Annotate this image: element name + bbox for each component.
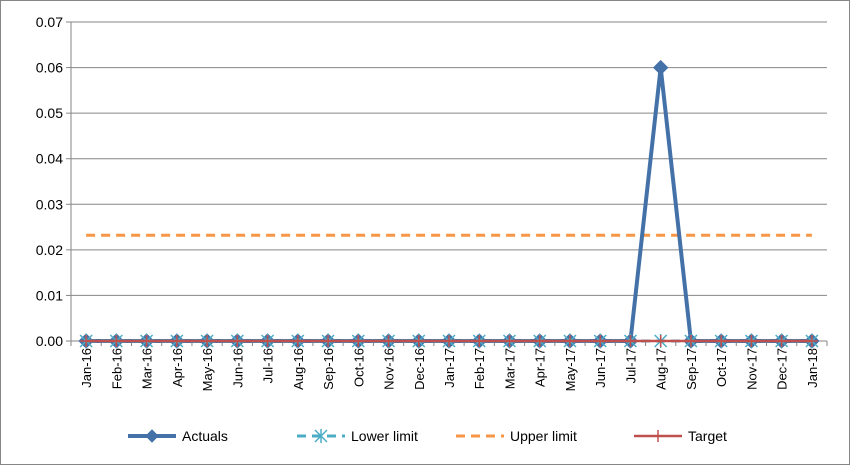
data-point [145,429,159,443]
x-tick-label: Jan-17 [442,348,457,388]
data-point [231,335,244,347]
x-tick-label: Mar-17 [502,348,517,389]
data-point [775,335,788,347]
data-point [594,335,607,347]
data-point [652,59,669,76]
y-tick-label: 0.07 [36,14,63,30]
data-point [443,335,455,347]
data-point [322,335,335,347]
y-tick-label: 0.06 [36,60,63,76]
x-tick-label: Oct-16 [351,348,366,387]
y-axis: 0.00 0.01 0.02 0.03 0.04 0.05 0.06 0.07 [36,14,72,349]
x-tick-label: Dec-16 [412,348,427,390]
legend-item-upper-limit: Upper limit [456,428,577,444]
y-tick-label: 0.03 [36,196,63,212]
data-point [473,335,486,347]
data-point [201,335,214,347]
x-tick-label: Jun-16 [230,348,245,388]
x-tick-label: May-17 [563,348,578,391]
legend-item-target: Target [634,428,727,444]
x-tick-label: Sep-16 [321,348,336,390]
data-point [314,429,328,443]
y-tick-label: 0.00 [36,333,63,349]
data-point [533,335,546,347]
x-tick-label: Feb-17 [472,348,487,389]
data-point [654,335,667,347]
data-point [261,335,274,347]
data-point [382,335,395,347]
data-point [805,335,818,347]
data-point [745,335,758,347]
legend: Actuals Lower limit Upper limit Target [128,428,727,444]
x-tick-label: Nov-16 [382,348,397,390]
x-tick-label: Jul-17 [623,348,638,383]
data-point [110,335,123,347]
y-tick-label: 0.05 [36,105,63,121]
x-tick-label: Jun-17 [593,348,608,388]
x-tick-label: May-16 [200,348,215,391]
x-tick-label: Apr-16 [170,348,185,387]
y-tick-label: 0.01 [36,287,63,303]
data-point [563,335,576,347]
data-point [503,335,516,347]
legend-label: Upper limit [510,428,577,444]
x-tick-label: Nov-17 [744,348,759,390]
legend-item-lower-limit: Lower limit [297,428,418,444]
legend-label: Target [688,428,727,444]
x-tick-label: Feb-16 [109,348,124,389]
data-point [652,430,664,442]
x-tick-label: Aug-17 [654,348,669,390]
x-tick-label: Aug-16 [291,348,306,390]
x-tick-label: Dec-17 [775,348,790,390]
legend-label: Actuals [182,428,228,444]
x-tick-label: Jan-16 [79,348,94,388]
y-tick-label: 0.04 [36,151,63,167]
data-point [140,335,153,347]
y-tick-label: 0.02 [36,242,63,258]
data-point [715,335,728,347]
gridlines [71,21,827,296]
x-tick-label: Mar-16 [140,348,155,389]
legend-item-actuals: Actuals [128,428,228,444]
x-tick-label: Oct-17 [714,348,729,387]
data-point [80,335,93,347]
x-tick-label: Jan-18 [805,348,820,388]
data-point [291,335,304,347]
series-layer [78,59,820,349]
x-tick-label: Apr-17 [533,348,548,387]
x-tick-label: Jul-16 [261,348,276,383]
data-point [624,335,637,347]
x-tick-label: Sep-17 [684,348,699,390]
data-point [684,335,697,347]
data-point [170,335,183,347]
legend-label: Lower limit [351,428,418,444]
data-point [412,335,425,347]
series-target [80,335,818,347]
data-point [352,335,365,347]
